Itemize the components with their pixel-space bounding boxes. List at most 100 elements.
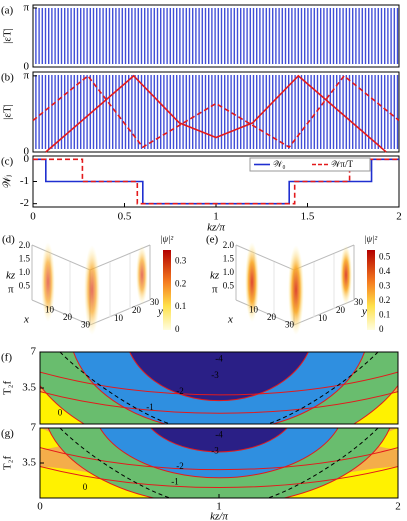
colorbar-tick: 0.3 (175, 255, 187, 265)
region-label: -4 (215, 430, 223, 440)
y-axis-label: T₂f (2, 456, 14, 471)
colorbar-tick: 0.4 (379, 266, 391, 276)
frame (32, 71, 400, 153)
boundary (40, 371, 398, 414)
x-tick-label: 2 (396, 211, 402, 223)
z-axis-label-2: π (212, 284, 218, 296)
z-tick-label: 0.5 (223, 281, 235, 291)
x-axis-label: kz/π (210, 511, 228, 521)
panel-label: (c) (1, 156, 14, 168)
panel-label: (g) (1, 428, 14, 440)
colorbar-label: |ψ|² (160, 234, 174, 244)
y-tick-label: π (23, 2, 29, 14)
y-tick-label: 3.5 (22, 457, 36, 469)
x-axis-label: x (227, 314, 233, 326)
density (288, 245, 304, 335)
y-tick-label: 0 (24, 153, 30, 165)
y-tick-label: 30 (150, 297, 160, 307)
boundary (40, 447, 398, 488)
density (340, 245, 352, 305)
region-label: 0 (58, 408, 63, 418)
y-tick-label: -1 (20, 175, 29, 187)
surface-3d: 00.10.20.30.40.5|ψ|²0.51.01.52.0kzπ10203… (206, 234, 391, 335)
x-tick-label: 20 (267, 312, 277, 322)
panel-label: (e) (206, 234, 219, 246)
y-axis-label: T₂f (2, 381, 14, 396)
density (41, 242, 55, 322)
x-axis-label: x (23, 314, 29, 326)
x-tick-label: 1.5 (301, 211, 315, 223)
x-tick-label: 0.5 (118, 211, 132, 223)
region-label: 0 (83, 482, 88, 492)
density (245, 242, 259, 322)
boundary-dashed (59, 428, 379, 498)
y-tick-label: -2 (20, 197, 29, 209)
x-tick-label: 10 (45, 305, 55, 315)
colorbar-tick: 0.2 (379, 295, 390, 305)
region-label: -2 (176, 461, 184, 471)
y-tick-label: 20 (132, 305, 142, 315)
region-label: -1 (146, 402, 154, 412)
y-tick-label: 7 (31, 346, 37, 358)
phase-map (40, 428, 398, 498)
phase-map (40, 352, 398, 424)
colorbar-tick: 0 (175, 324, 180, 334)
z-tick-label: 1.0 (223, 267, 235, 277)
x-tick-label: 1 (216, 501, 222, 513)
region-label: -3 (211, 370, 219, 380)
z-tick-label: 0.5 (19, 281, 31, 291)
panel-label: (a) (1, 5, 14, 17)
y-tick-label: 10 (114, 313, 124, 323)
x-tick-label: 10 (249, 305, 259, 315)
band-spectrum (33, 8, 399, 64)
z-tick-label: 1.0 (19, 267, 31, 277)
y-axis-label: 𝒲ⱼ (2, 175, 14, 189)
x-tick-label: 0 (30, 211, 36, 223)
colorbar-tick: 0.1 (175, 301, 186, 311)
z-tick-label: 2.0 (223, 240, 235, 250)
colorbar-tick: 0.5 (379, 251, 391, 261)
colorbar-tick: 0 (379, 324, 384, 334)
colorbar (367, 250, 375, 330)
y-axis-label: y (157, 306, 163, 318)
region-label: -4 (215, 354, 223, 364)
z-tick-label: 1.5 (223, 254, 235, 264)
y-tick-label: 3.5 (22, 382, 36, 394)
density (84, 245, 100, 335)
y-tick-label: 30 (354, 297, 364, 307)
region (129, 352, 309, 402)
panel-label: (d) (2, 234, 15, 246)
boundary-dashed (59, 352, 379, 424)
region-label: -3 (211, 446, 219, 456)
region-label: -1 (171, 476, 179, 486)
y-tick-label: 20 (336, 305, 346, 315)
region (150, 428, 288, 453)
frame (32, 4, 400, 68)
z-tick-label: 2.0 (19, 240, 31, 250)
density (136, 245, 148, 305)
y-axis-label: |εT| (2, 104, 14, 120)
colorbar-tick: 0.1 (379, 310, 390, 320)
colorbar-label: |ψ|² (364, 234, 378, 244)
y-tick-label: 7 (31, 422, 37, 434)
z-axis-label: kz (6, 270, 16, 282)
legend-label: 𝒲₀ (273, 159, 286, 169)
y-tick-label: π (23, 69, 29, 81)
legend-box (249, 157, 371, 172)
y-tick-label: 0 (24, 146, 30, 158)
x-tick-label: 20 (63, 312, 73, 322)
z-axis-label: kz (210, 270, 220, 282)
line (45, 74, 387, 153)
x-tick-label: 0 (37, 501, 43, 513)
colorbar-tick: 0.3 (379, 280, 391, 290)
x-tick-label: 30 (285, 320, 295, 330)
y-axis-label: y (361, 306, 367, 318)
colorbar (163, 250, 171, 330)
y-tick-label: 0 (24, 61, 30, 73)
region (99, 428, 339, 479)
z-tick-label: 1.5 (19, 254, 31, 264)
x-tick-label: 30 (81, 320, 91, 330)
panel-label: (b) (1, 72, 14, 84)
surface-3d: 0 0.1 0.2 0.3 |ψ|² 0.5 1.0 1.5 2.0 kz π 10 20 30 10 20 3… (2, 234, 187, 335)
